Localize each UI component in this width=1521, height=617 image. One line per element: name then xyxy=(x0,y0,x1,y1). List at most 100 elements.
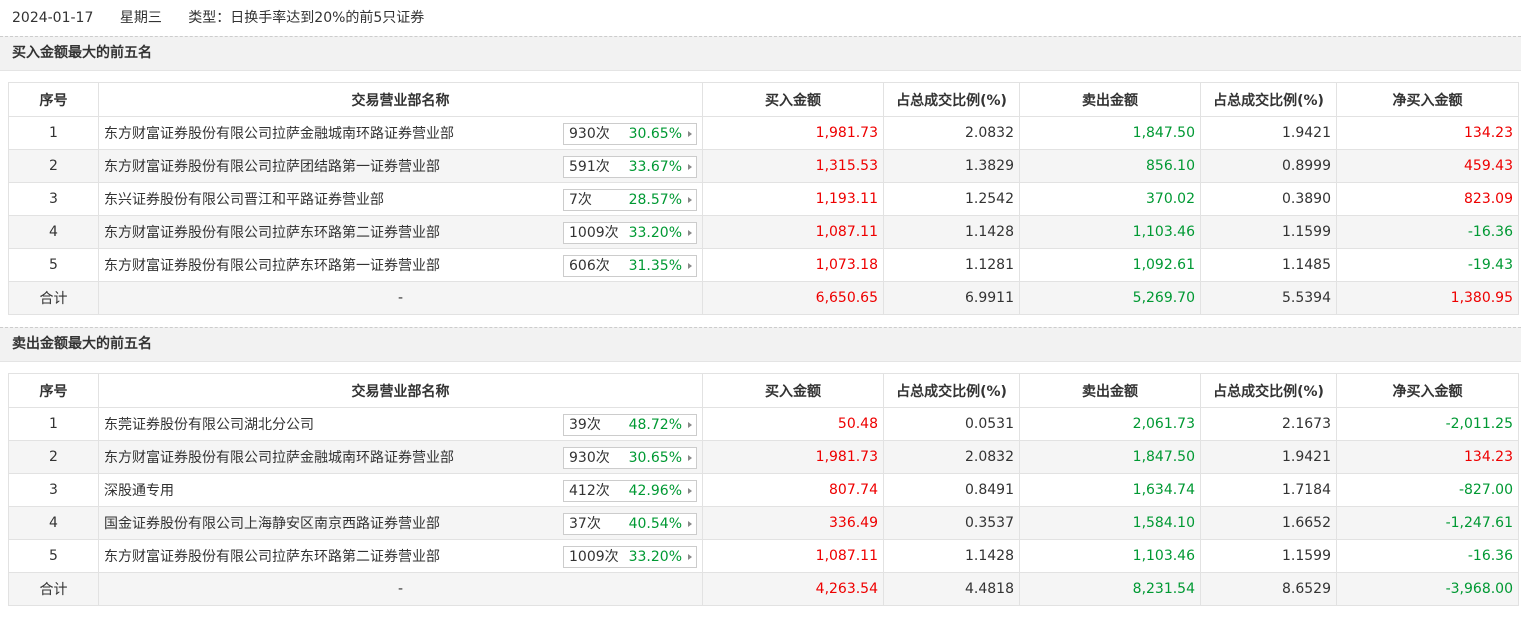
count: 591次 xyxy=(569,159,610,175)
total-buy: 6,650.65 xyxy=(702,281,884,315)
rank: 3 xyxy=(8,182,99,216)
branch-name-text: 东方财富证券股份有限公司拉萨东环路第一证券营业部 xyxy=(104,258,440,274)
total-label: 合计 xyxy=(8,281,99,315)
ratio: 31.35% xyxy=(628,258,682,274)
rank: 1 xyxy=(8,407,99,441)
buy: 1,981.73 xyxy=(702,116,884,150)
rank: 2 xyxy=(8,440,99,474)
row: 1 东莞证券股份有限公司湖北分公司 39次 48.72% 50.48 0.0531 2,06… xyxy=(8,407,1519,441)
buy-pct: 1.2542 xyxy=(883,182,1020,216)
count: 930次 xyxy=(569,126,610,142)
buy-pct: 0.3537 xyxy=(883,506,1020,540)
net: 823.09 xyxy=(1336,182,1519,216)
ratio: 30.65% xyxy=(628,126,682,142)
buy-pct: 2.0832 xyxy=(883,116,1020,150)
net: 134.23 xyxy=(1336,116,1519,150)
ratio: 42.96% xyxy=(628,483,682,499)
rank: 5 xyxy=(8,539,99,573)
arrow xyxy=(688,488,692,494)
count: 606次 xyxy=(569,258,610,274)
row: 2 东方财富证券股份有限公司拉萨团结路第一证券营业部 591次 33.67% 1,315… xyxy=(8,149,1519,183)
count-badge[interactable]: 37次 40.54% xyxy=(563,513,697,535)
header-row: 序号 交易营业部名称 买入金额 占总成交比例(%) 卖出金额 占总成交比例(%) 净买入金额 xyxy=(8,373,1519,408)
sell-pct: 1.1485 xyxy=(1200,248,1337,282)
column-header: 占总成交比例(%) xyxy=(1200,82,1337,117)
buy: 1,087.11 xyxy=(702,539,884,573)
net: -19.43 xyxy=(1336,248,1519,282)
buy: 1,073.18 xyxy=(702,248,884,282)
sell: 1,634.74 xyxy=(1019,473,1201,507)
buy: 807.74 xyxy=(702,473,884,507)
net: -1,247.61 xyxy=(1336,506,1519,540)
ratio: 28.57% xyxy=(628,192,682,208)
column-header: 买入金额 xyxy=(702,82,884,117)
branch-name: 东方财富证券股份有限公司拉萨东环路第二证券营业部 1009次 33.20% xyxy=(98,215,703,249)
count-badge[interactable]: 606次 31.35% xyxy=(563,255,697,277)
branch-name: 东方财富证券股份有限公司拉萨团结路第一证券营业部 591次 33.67% xyxy=(98,149,703,183)
total-buy-pct: 4.4818 xyxy=(883,572,1020,606)
branch-name-text: 东方财富证券股份有限公司拉萨团结路第一证券营业部 xyxy=(104,159,440,175)
net: -827.00 xyxy=(1336,473,1519,507)
net: -2,011.25 xyxy=(1336,407,1519,441)
buy: 1,193.11 xyxy=(702,182,884,216)
branch-name: 东莞证券股份有限公司湖北分公司 39次 48.72% xyxy=(98,407,703,441)
ratio: 33.20% xyxy=(628,225,682,241)
count-badge[interactable]: 1009次 33.20% xyxy=(563,546,697,568)
section-title: 买入金额最大的前五名 xyxy=(0,36,1521,71)
column-header: 买入金额 xyxy=(702,373,884,408)
branch-name: 深股通专用 412次 42.96% xyxy=(98,473,703,507)
section: 买入金额最大的前五名 序号 交易营业部名称 买入金额 占总成交比例(%) 卖出金额 占总成交… xyxy=(0,36,1521,315)
date: 2024-01-17 xyxy=(12,10,94,26)
row: 5 东方财富证券股份有限公司拉萨东环路第一证券营业部 606次 31.35% 1,073… xyxy=(8,248,1519,282)
count-badge[interactable]: 39次 48.72% xyxy=(563,414,697,436)
count-badge[interactable]: 930次 30.65% xyxy=(563,447,697,469)
total-sell: 8,231.54 xyxy=(1019,572,1201,606)
sell-pct: 1.1599 xyxy=(1200,539,1337,573)
section-title: 卖出金额最大的前五名 xyxy=(0,327,1521,362)
branch-name-text: 东方财富证券股份有限公司拉萨东环路第二证券营业部 xyxy=(104,225,440,241)
top-info: 2024-01-17 星期三 类型：日换手率达到20%的前5只证券 xyxy=(0,0,1521,36)
column-header: 交易营业部名称 xyxy=(98,82,703,117)
arrow xyxy=(688,455,692,461)
row: 4 国金证券股份有限公司上海静安区南京西路证券营业部 37次 40.54% 336.49… xyxy=(8,506,1519,540)
branch-name-text: 东莞证券股份有限公司湖北分公司 xyxy=(104,417,314,433)
column-header: 净买入金额 xyxy=(1336,82,1519,117)
sell-pct: 1.1599 xyxy=(1200,215,1337,249)
column-header: 净买入金额 xyxy=(1336,373,1519,408)
branch-name-text: 国金证券股份有限公司上海静安区南京西路证券营业部 xyxy=(104,516,440,532)
sell: 1,584.10 xyxy=(1019,506,1201,540)
arrow xyxy=(688,197,692,203)
sell-pct: 2.1673 xyxy=(1200,407,1337,441)
sell-pct: 1.7184 xyxy=(1200,473,1337,507)
branch-name-text: 东方财富证券股份有限公司拉萨金融城南环路证券营业部 xyxy=(104,450,454,466)
sell: 1,103.46 xyxy=(1019,215,1201,249)
ratio: 30.65% xyxy=(628,450,682,466)
buy: 336.49 xyxy=(702,506,884,540)
count-badge[interactable]: 930次 30.65% xyxy=(563,123,697,145)
column-header: 序号 xyxy=(8,373,99,408)
sell: 1,092.61 xyxy=(1019,248,1201,282)
branch-name: 东方财富证券股份有限公司拉萨东环路第二证券营业部 1009次 33.20% xyxy=(98,539,703,573)
table: 序号 交易营业部名称 买入金额 占总成交比例(%) 卖出金额 占总成交比例(%) 净买入金额… xyxy=(8,82,1519,315)
count: 412次 xyxy=(569,483,610,499)
sell: 1,847.50 xyxy=(1019,440,1201,474)
count: 1009次 xyxy=(569,549,619,565)
count-badge[interactable]: 412次 42.96% xyxy=(563,480,697,502)
total-label: 合计 xyxy=(8,572,99,606)
buy: 1,981.73 xyxy=(702,440,884,474)
row: 4 东方财富证券股份有限公司拉萨东环路第二证券营业部 1009次 33.20% 1,08… xyxy=(8,215,1519,249)
branch-name-text: 东兴证券股份有限公司晋江和平路证券营业部 xyxy=(104,192,384,208)
buy-pct: 1.1281 xyxy=(883,248,1020,282)
weekday: 星期三 xyxy=(119,10,162,26)
row: 2 东方财富证券股份有限公司拉萨金融城南环路证券营业部 930次 30.65% 1,98… xyxy=(8,440,1519,474)
arrow xyxy=(688,554,692,560)
count-badge[interactable]: 591次 33.67% xyxy=(563,156,697,178)
sell: 856.10 xyxy=(1019,149,1201,183)
buy: 50.48 xyxy=(702,407,884,441)
total-buy-pct: 6.9911 xyxy=(883,281,1020,315)
net: 459.43 xyxy=(1336,149,1519,183)
count-badge[interactable]: 1009次 33.20% xyxy=(563,222,697,244)
sell-pct: 1.9421 xyxy=(1200,116,1337,150)
count-badge[interactable]: 7次 28.57% xyxy=(563,189,697,211)
